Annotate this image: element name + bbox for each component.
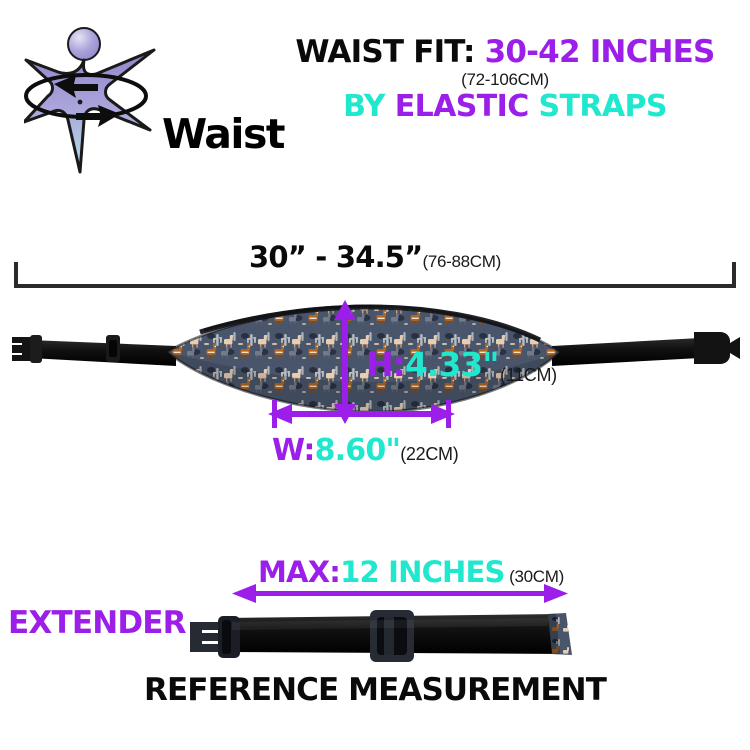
waist-fit-line: WAIST FIT: 30-42 INCHES bbox=[272, 36, 738, 69]
belt-span-bracket bbox=[14, 262, 736, 288]
brand-logo: Waist bbox=[24, 22, 286, 177]
header-text-block: WAIST FIT: 30-42 INCHES (72-106CM) BY EL… bbox=[272, 36, 738, 124]
pack-width-arrow-wrap bbox=[0, 400, 750, 436]
reference-measurement-caption: REFERENCE MEASUREMENT bbox=[144, 672, 607, 708]
pack-width-label: W:8.60"(22CM) bbox=[272, 433, 459, 468]
strap-slider-icon bbox=[370, 610, 414, 662]
waist-fit-metric: (72-106CM) bbox=[461, 69, 549, 89]
waist-fit-value: 30-42 INCHES bbox=[484, 34, 716, 70]
footer-caption-wrap: REFERENCE MEASUREMENT bbox=[0, 672, 750, 708]
waist-figure-logo-icon bbox=[24, 27, 156, 174]
extender-max-label: MAX:12 INCHES (30CM) bbox=[258, 558, 564, 587]
buckle-female-icon bbox=[694, 332, 740, 364]
strap-elastic-word: ELASTIC bbox=[394, 89, 529, 125]
extender-max-metric: (30CM) bbox=[509, 567, 564, 586]
brand-wordmark: Waist bbox=[162, 110, 286, 158]
extender-max-value: 12 INCHES bbox=[340, 555, 505, 589]
belt-span-imperial: 30” - 34.5” bbox=[248, 240, 423, 274]
fanny-pack-assembly bbox=[0, 296, 750, 426]
extender-assembly bbox=[0, 570, 750, 680]
right-strap bbox=[552, 332, 740, 366]
bracket-bar bbox=[14, 284, 736, 288]
pack-height-metric: (11CM) bbox=[500, 365, 557, 385]
fanny-pack-illustration bbox=[12, 300, 740, 424]
pack-width-metric: (22CM) bbox=[400, 444, 459, 464]
bracket-right-tick bbox=[732, 262, 736, 288]
extender-illustration bbox=[190, 584, 572, 662]
extender-strap bbox=[190, 610, 572, 662]
waist-fit-key: WAIST FIT: bbox=[295, 34, 475, 70]
pack-height-label: H:4.33" bbox=[366, 345, 500, 384]
strap-by-word: BY bbox=[343, 89, 385, 125]
pack-height-key: H: bbox=[366, 345, 406, 384]
header-banner: Waist WAIST FIT: 30-42 INCHES (72-106CM)… bbox=[0, 0, 750, 190]
buckle-male-icon bbox=[12, 337, 34, 361]
buckle-male-icon bbox=[190, 616, 240, 658]
strap-straps-word: STRAPS bbox=[538, 89, 667, 125]
bracket-left-tick bbox=[14, 262, 18, 288]
pack-width-key: W: bbox=[272, 433, 315, 468]
pack-height-value: 4.33" bbox=[404, 345, 500, 384]
belt-span-label: 30” - 34.5”(76-88CM) bbox=[0, 240, 750, 274]
elastic-strap-line: BY ELASTIC STRAPS bbox=[272, 90, 738, 124]
belt-span-metric: (76-88CM) bbox=[422, 252, 501, 271]
extender-title: EXTENDER bbox=[8, 605, 187, 641]
extender-max-key: MAX: bbox=[258, 555, 341, 589]
horizontal-double-arrow-icon bbox=[268, 400, 455, 428]
pack-width-value: 8.60" bbox=[314, 433, 401, 468]
left-strap bbox=[12, 335, 176, 366]
horizontal-double-arrow-icon bbox=[232, 584, 568, 603]
